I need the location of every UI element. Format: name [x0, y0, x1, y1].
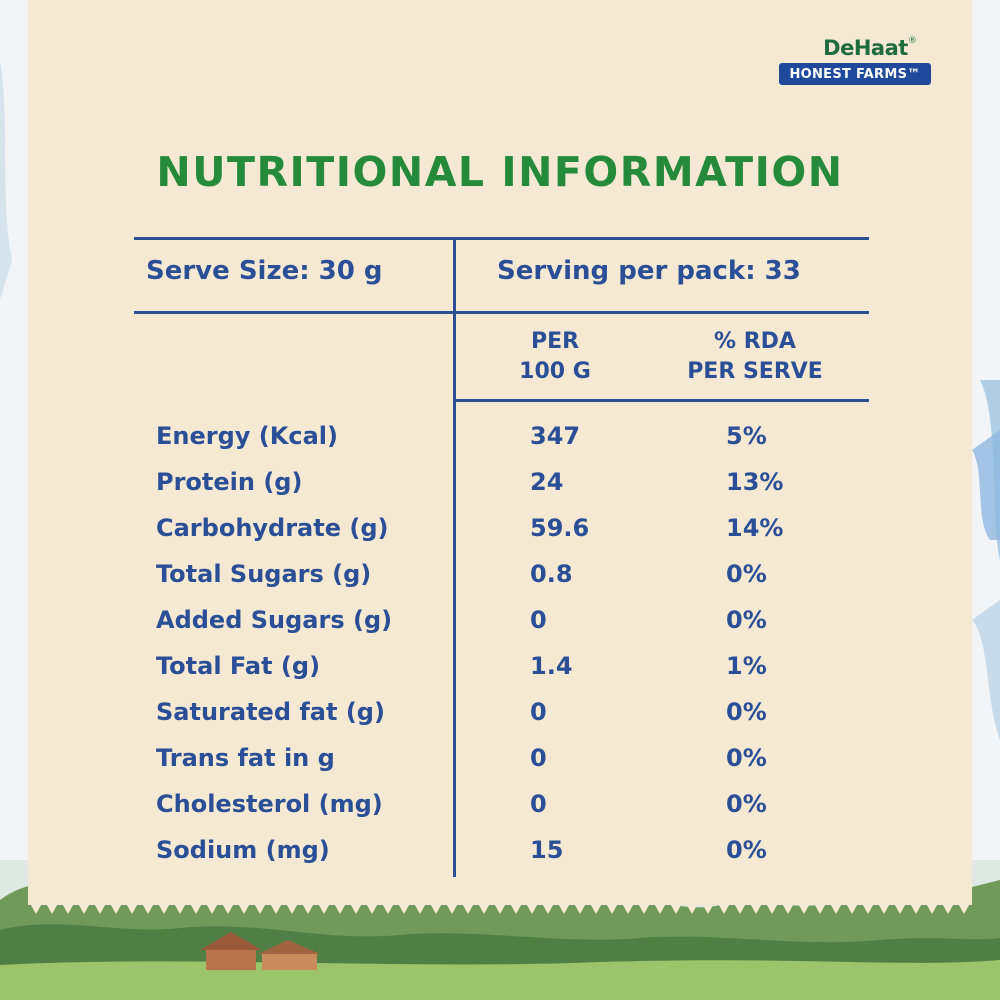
nutrient-label: Protein (g) [156, 468, 303, 496]
nutrient-per-100g: 15 [530, 836, 564, 864]
serve-size-label: Serve Size: 30 g [146, 256, 383, 286]
nutrient-per-100g: 0 [530, 790, 547, 818]
column-header-per-100g-line2: 100 G [519, 359, 591, 384]
column-header-rda-per-serve: % RDA PER SERVE [660, 327, 850, 387]
card-zigzag-edge [28, 900, 972, 914]
table-column-header-rule [455, 399, 869, 402]
column-header-per-100g-line1: PER [530, 329, 580, 354]
nutrient-label: Carbohydrate (g) [156, 514, 389, 542]
nutrient-rda: 0% [726, 744, 767, 772]
nutrient-per-100g: 1.4 [530, 652, 573, 680]
nutrient-rda: 0% [726, 790, 767, 818]
nutrient-label: Trans fat in g [156, 744, 335, 772]
nutrient-label: Added Sugars (g) [156, 606, 393, 634]
brand-wordmark: DeHaat [823, 36, 908, 60]
column-header-per-100g: PER 100 G [500, 327, 610, 387]
nutrient-rda: 0% [726, 560, 767, 588]
farmhouse-illustration [200, 932, 320, 970]
column-header-rda-line2: PER SERVE [687, 359, 823, 384]
nutrient-label: Total Sugars (g) [156, 560, 372, 588]
nutrient-label: Sodium (mg) [156, 836, 330, 864]
nutrient-label: Total Fat (g) [156, 652, 321, 680]
brand-registered-mark: ® [907, 36, 917, 46]
table-top-rule [134, 237, 869, 240]
nutrient-rda: 14% [726, 514, 784, 542]
nutrient-per-100g: 0.8 [530, 560, 573, 588]
nutrient-rda: 0% [726, 606, 767, 634]
nutrient-rda: 13% [726, 468, 784, 496]
nutrient-per-100g: 59.6 [530, 514, 590, 542]
nutrition-label-card [28, 0, 972, 905]
nutrient-per-100g: 347 [530, 422, 581, 450]
nutrient-rda: 0% [726, 836, 767, 864]
nutrient-label: Saturated fat (g) [156, 698, 385, 726]
nutrient-per-100g: 24 [530, 468, 564, 496]
table-vertical-divider [453, 237, 456, 877]
nutrient-per-100g: 0 [530, 698, 547, 726]
servings-per-pack-label: Serving per pack: 33 [497, 256, 801, 286]
nutrient-label: Cholesterol (mg) [156, 790, 383, 818]
brand-logo: DeHaat® HONEST FARMS™ [760, 36, 950, 85]
nutrient-per-100g: 0 [530, 606, 547, 634]
nutrient-label: Energy (Kcal) [156, 422, 338, 450]
nutrient-per-100g: 0 [530, 744, 547, 772]
page-title: NUTRITIONAL INFORMATION [156, 148, 844, 196]
brand-tagline: HONEST FARMS™ [779, 63, 931, 85]
nutrient-rda: 5% [726, 422, 767, 450]
nutrient-rda: 0% [726, 698, 767, 726]
brand-name: DeHaat® [760, 36, 950, 60]
column-header-rda-line1: % RDA [714, 329, 796, 354]
table-header-rule [134, 311, 869, 314]
nutrient-rda: 1% [726, 652, 767, 680]
